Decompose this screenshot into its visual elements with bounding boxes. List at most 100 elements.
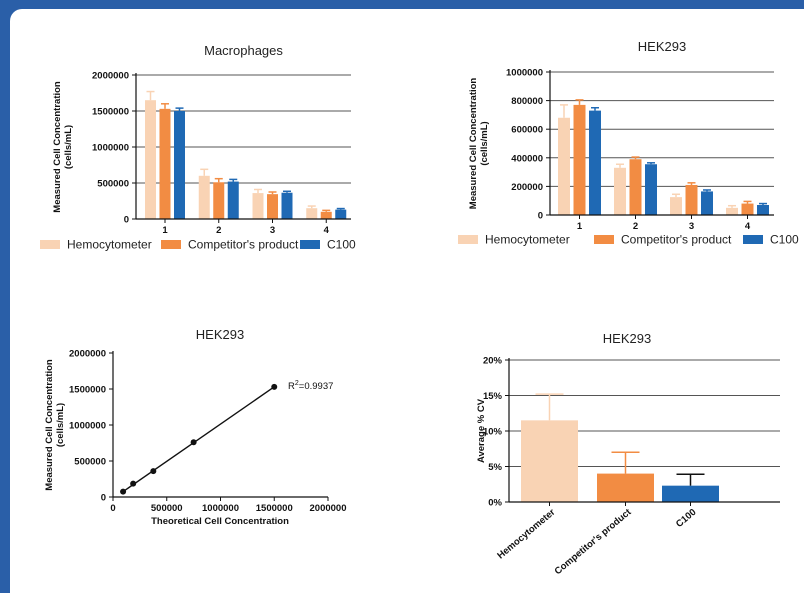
hek1-ytick-label: 1000000 bbox=[506, 68, 543, 79]
scatter-annotation-sup: 2 bbox=[295, 380, 299, 387]
scatter-ylabel: Measured Cell Concentration(cells/mL) bbox=[44, 359, 66, 491]
macro-legend-swatch bbox=[161, 240, 181, 249]
scatter-annotation-r: R bbox=[288, 381, 295, 392]
cv-ytick-label: 5% bbox=[488, 462, 502, 473]
scatter-xtick-label: 1000000 bbox=[202, 503, 239, 514]
hek1-errorbar bbox=[616, 163, 624, 168]
macro-legend-swatch bbox=[40, 240, 60, 249]
macro-bar bbox=[174, 111, 185, 219]
scatter-ytick-label: 1500000 bbox=[69, 385, 106, 396]
scatter-xtick-label: 500000 bbox=[151, 503, 183, 514]
hek1-errorbar bbox=[647, 162, 655, 165]
cv-ytick-label: 10% bbox=[483, 427, 503, 438]
scatter-fit-line bbox=[122, 386, 275, 493]
hek1-bar bbox=[726, 207, 738, 215]
scatter-point bbox=[190, 439, 197, 446]
scatter-ytick-label: 0 bbox=[101, 493, 106, 504]
hek1-xtick-label: 4 bbox=[745, 221, 751, 232]
hek1-bar bbox=[614, 167, 626, 215]
hek1-legend-label: C100 bbox=[770, 233, 799, 247]
hek1-bar bbox=[701, 191, 713, 215]
cv-errorbar bbox=[676, 473, 705, 486]
macro-legend-label: C100 bbox=[327, 238, 356, 252]
macro-errorbar bbox=[146, 90, 155, 101]
scatter-point bbox=[271, 383, 278, 390]
hek1-errorbar bbox=[743, 200, 752, 204]
macro-bar bbox=[281, 192, 293, 219]
macro-ylabel-line: (cells/mL) bbox=[63, 125, 74, 169]
hek1-xtick-label: 2 bbox=[633, 221, 638, 232]
macro-ytick-label: 500000 bbox=[97, 179, 129, 190]
hek1-legend-swatch bbox=[458, 235, 478, 244]
hek1-ylabel-line: Measured Cell Concentration bbox=[468, 78, 479, 210]
hek1-errorbar bbox=[560, 104, 568, 118]
macro-bar bbox=[267, 194, 278, 219]
macro-legend-swatch bbox=[300, 240, 320, 249]
macro-errorbar bbox=[229, 178, 238, 182]
macro-errorbar bbox=[161, 103, 169, 109]
scatter-ytick-label: 1000000 bbox=[69, 421, 106, 432]
scatter-xlabel: Theoretical Cell Concentration bbox=[151, 516, 289, 527]
macro-bar bbox=[159, 108, 171, 219]
hek1-bar bbox=[629, 159, 642, 215]
scatter-ylabel-line: (cells/mL) bbox=[55, 403, 66, 447]
hek1-ytick-label: 600000 bbox=[511, 125, 543, 136]
macro-bar bbox=[198, 175, 210, 219]
hek1-bar bbox=[670, 197, 682, 215]
macro-bar bbox=[145, 100, 156, 219]
macro-errorbar bbox=[200, 168, 209, 176]
macro-title: Macrophages bbox=[204, 43, 283, 58]
hek1-errorbar bbox=[575, 99, 584, 105]
macro-errorbar bbox=[268, 191, 277, 195]
scatter-ytick-label: 500000 bbox=[74, 457, 106, 468]
scatter-ytick-label: 2000000 bbox=[69, 349, 106, 360]
scatter-xtick-label: 1500000 bbox=[256, 503, 293, 514]
scatter-ylabel-line: Measured Cell Concentration bbox=[44, 359, 55, 491]
hek1-errorbar bbox=[703, 189, 711, 192]
hek1-ylabel: Measured Cell Concentration(cells/mL) bbox=[468, 78, 490, 210]
scatter-xtick-label: 2000000 bbox=[310, 503, 347, 514]
macro-ytick-label: 1000000 bbox=[92, 143, 129, 154]
macro-bar bbox=[320, 211, 332, 219]
hek1-errorbar bbox=[672, 193, 680, 198]
figure-panel: Macrophages 0 500000 1000000 1500000 2000000 1… bbox=[10, 9, 804, 593]
cv-bar bbox=[662, 485, 719, 502]
macro-bar bbox=[252, 193, 264, 219]
hek1-errorbar bbox=[687, 182, 696, 185]
macro-bar bbox=[213, 182, 225, 219]
cv-ytick-label: 15% bbox=[483, 391, 503, 402]
macro-ytick-label: 0 bbox=[124, 215, 129, 226]
hek1-bar bbox=[757, 204, 769, 215]
macro-ytick-label: 1500000 bbox=[92, 107, 129, 118]
hek1-xtick-label: 1 bbox=[577, 221, 583, 232]
macro-xtick-label: 1 bbox=[162, 225, 168, 236]
hek1-errorbar bbox=[728, 204, 736, 208]
macro-ytick-label: 2000000 bbox=[92, 71, 129, 82]
hek1-legend-swatch bbox=[743, 235, 763, 244]
hek1-bar bbox=[685, 184, 698, 215]
macro-xtick-label: 4 bbox=[324, 225, 330, 236]
cv-xtick-label: Competitor's product bbox=[553, 506, 634, 577]
hek1-legend-label: Hemocytometer bbox=[485, 233, 570, 247]
scatter-annotation: R2=0.9937 bbox=[288, 380, 333, 392]
macro-bar bbox=[227, 181, 239, 219]
macro-errorbar bbox=[307, 205, 316, 209]
macro-errorbar bbox=[214, 177, 223, 183]
scatter-annotation-value: =0.9937 bbox=[299, 381, 334, 392]
figure-canvas: Macrophages05000001000000150000020000001… bbox=[40, 39, 799, 577]
scatter-title: HEK293 bbox=[196, 327, 244, 342]
cv-ytick-label: 20% bbox=[483, 356, 503, 367]
macro-legend-label: Competitor's product bbox=[188, 238, 299, 252]
macro-bar bbox=[335, 209, 347, 219]
hek1-bar bbox=[573, 104, 586, 215]
cv-title: HEK293 bbox=[603, 331, 651, 346]
macro-ylabel: Measured Cell Concentration(cells/mL) bbox=[52, 81, 74, 213]
cv-ylabel: Average % CV bbox=[476, 398, 487, 463]
macro-bar bbox=[306, 208, 318, 219]
cv-xtick-label: C100 bbox=[674, 507, 698, 530]
scatter-point bbox=[130, 480, 137, 487]
hek1-ytick-label: 200000 bbox=[511, 182, 543, 193]
cv-ytick-label: 0% bbox=[488, 498, 502, 509]
cv-bar bbox=[521, 420, 578, 502]
hek1-bar bbox=[741, 203, 754, 215]
